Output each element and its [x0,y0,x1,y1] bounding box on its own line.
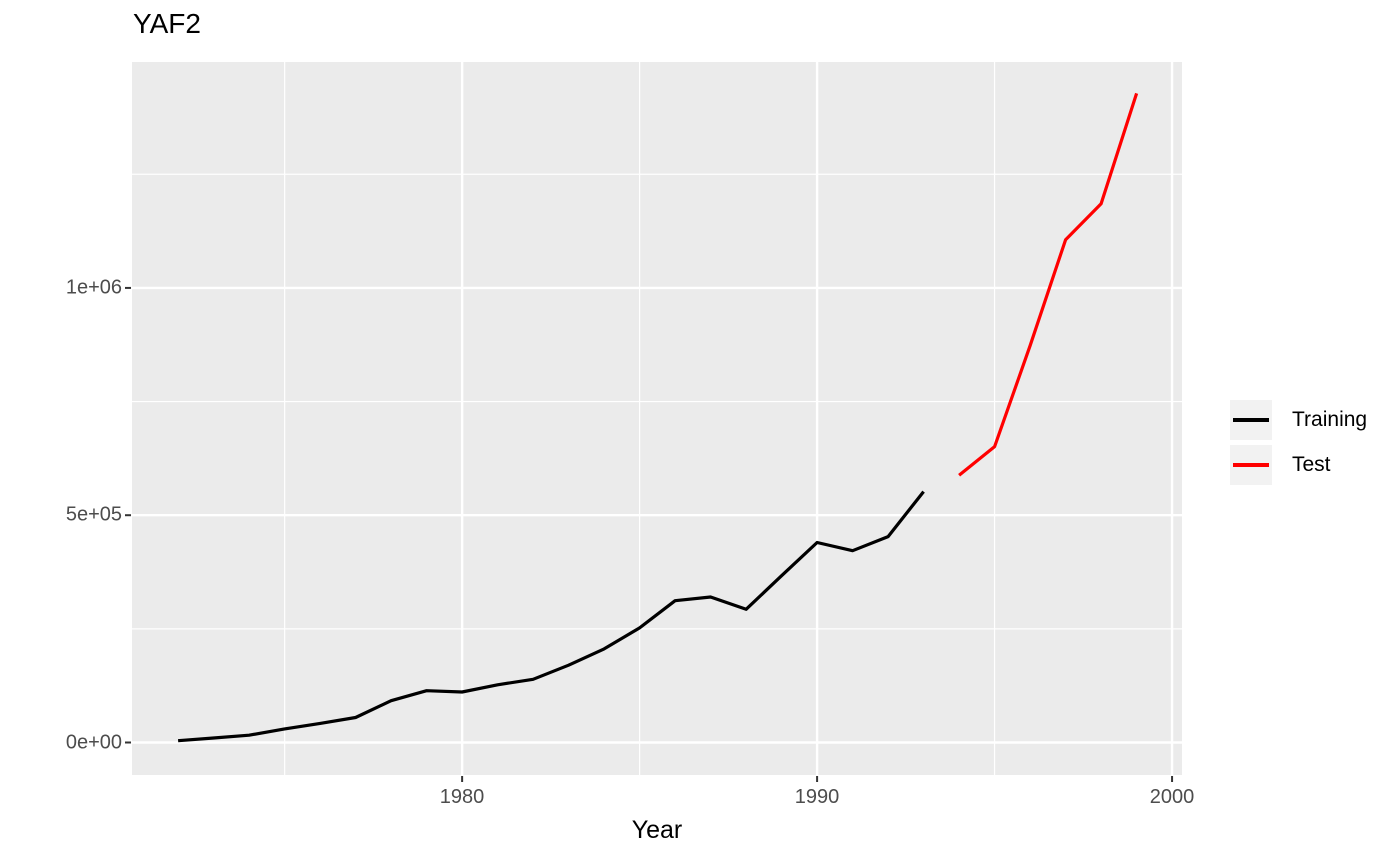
legend: Training Test [1230,400,1367,490]
legend-key-line-training [1233,418,1269,422]
x-tick-label-2000: 2000 [1149,786,1195,808]
x-tick-label-1990: 1990 [794,786,840,808]
chart-title: YAF2 [133,8,201,39]
legend-key-line-test [1233,463,1269,467]
legend-key-test [1230,445,1272,485]
legend-item-training: Training [1230,400,1367,440]
legend-key-training [1230,400,1272,440]
y-tick-label-0e00: 0e+00 [65,731,122,753]
legend-label-test: Test [1292,453,1331,476]
panel-background [132,62,1182,775]
legend-label-training: Training [1292,408,1368,431]
x-axis-title: Year [631,816,683,844]
legend-item-test: Test [1230,445,1367,485]
series-line-test [958,92,1139,477]
y-tick-label-5e05: 5e+05 [65,503,122,526]
x-tick-label-1980: 1980 [439,786,485,808]
y-tick-label-1e06: 1e+06 [65,276,122,299]
series-line-training [177,490,925,743]
